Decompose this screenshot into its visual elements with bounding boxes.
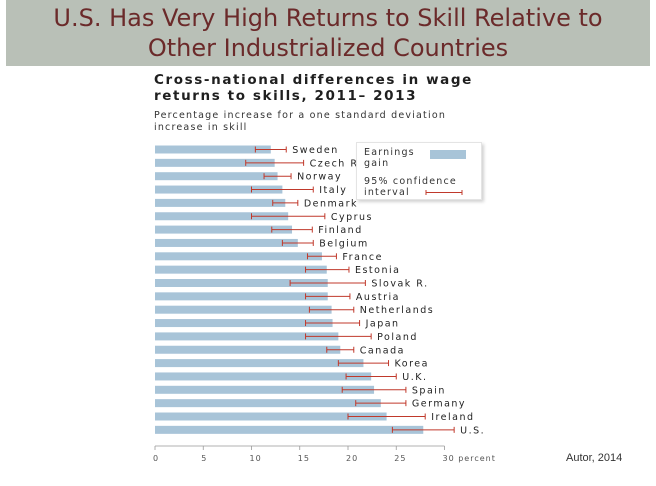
bar-16 bbox=[155, 359, 364, 368]
category-label-5: Cyprus bbox=[331, 212, 373, 223]
legend-ci-swatch bbox=[425, 190, 463, 195]
bar-21 bbox=[155, 425, 424, 434]
x-tick-label-0: 0 bbox=[153, 454, 159, 463]
category-label-9: Estonia bbox=[355, 265, 400, 276]
chart-subtitle: Percentage increase for a one standard d… bbox=[154, 110, 447, 133]
bar-20 bbox=[155, 412, 387, 421]
category-label-8: France bbox=[342, 252, 383, 263]
bar-14 bbox=[155, 332, 339, 341]
x-tick-label-4: 20 bbox=[346, 454, 358, 463]
bar-7 bbox=[155, 238, 298, 247]
category-label-14: Poland bbox=[377, 332, 418, 343]
legend-bar-swatch bbox=[430, 150, 466, 159]
category-label-16: Korea bbox=[395, 359, 429, 370]
bar-6 bbox=[155, 225, 293, 234]
category-label-15: Canada bbox=[360, 345, 405, 356]
bar-0 bbox=[155, 145, 271, 154]
legend-ci-label: 95% confidence interval bbox=[364, 176, 457, 198]
category-label-4: Denmark bbox=[304, 198, 358, 209]
bar-8 bbox=[155, 252, 322, 261]
category-label-0: Sweden bbox=[292, 145, 339, 156]
bar-2 bbox=[155, 172, 278, 181]
bar-10 bbox=[155, 279, 328, 287]
slide-title: U.S. Has Very High Returns to Skill Rela… bbox=[53, 4, 603, 62]
category-label-1: Czech R. bbox=[310, 158, 363, 169]
category-label-12: Netherlands bbox=[360, 305, 434, 316]
bar-13 bbox=[155, 319, 333, 328]
bar-18 bbox=[155, 385, 375, 394]
bar-12 bbox=[155, 305, 332, 314]
category-label-7: Belgium bbox=[319, 238, 368, 249]
category-label-10: Slovak R. bbox=[371, 279, 428, 290]
category-label-17: U.K. bbox=[402, 372, 427, 383]
bar-9 bbox=[155, 265, 327, 274]
x-tick-label-6: 30 percent bbox=[443, 454, 496, 463]
bar-11 bbox=[155, 292, 328, 301]
category-label-19: Germany bbox=[412, 399, 466, 410]
source-credit: Autor, 2014 bbox=[566, 452, 623, 464]
chart-legend: Earnings gain 95% confidence interval bbox=[356, 142, 482, 200]
category-label-2: Norway bbox=[297, 172, 342, 183]
category-label-18: Spain bbox=[412, 385, 446, 396]
x-tick-label-3: 15 bbox=[298, 454, 310, 463]
category-label-21: U.S. bbox=[460, 425, 485, 436]
category-label-3: Italy bbox=[319, 185, 347, 196]
category-label-13: Japan bbox=[365, 319, 400, 330]
title-band: U.S. Has Very High Returns to Skill Rela… bbox=[6, 0, 650, 66]
x-tick-label-5: 25 bbox=[394, 454, 406, 463]
category-label-6: Finland bbox=[318, 225, 362, 236]
bar-4 bbox=[155, 198, 286, 207]
chart-title: Cross-national differences in wage retur… bbox=[154, 72, 473, 104]
bar-15 bbox=[155, 345, 341, 354]
x-tick-label-2: 10 bbox=[250, 454, 262, 463]
bar-3 bbox=[155, 185, 283, 194]
bar-19 bbox=[155, 399, 381, 408]
category-label-11: Austria bbox=[356, 292, 400, 303]
category-label-20: Ireland bbox=[431, 412, 474, 423]
legend-earnings-label: Earnings gain bbox=[364, 147, 415, 169]
bar-17 bbox=[155, 372, 372, 381]
bar-5 bbox=[155, 212, 289, 221]
x-tick-label-1: 5 bbox=[201, 454, 207, 463]
bar-1 bbox=[155, 158, 275, 167]
